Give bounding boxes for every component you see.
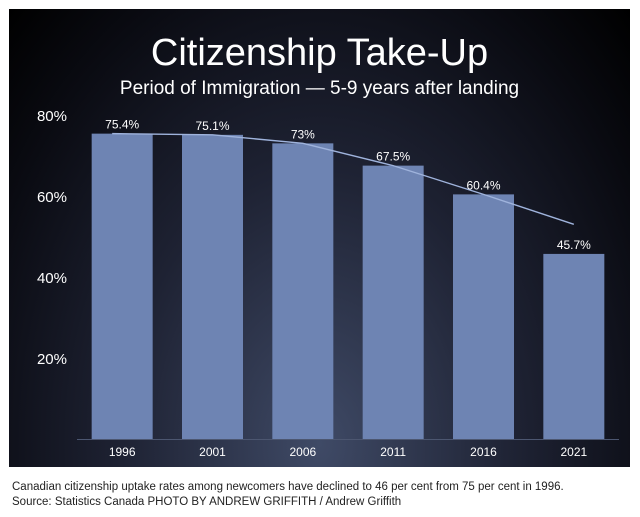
chart-title: Citizenship Take-Up [150, 32, 489, 74]
bar [362, 165, 424, 439]
bar [453, 194, 514, 439]
x-tick-label: 2001 [199, 445, 226, 459]
data-label: 75.1% [195, 119, 229, 133]
x-tick-label: 2011 [380, 445, 406, 459]
caption-source: Source: Statistics Canada PHOTO BY ANDRE… [12, 496, 402, 508]
chart-subtitle: Period of Immigration — 5-9 years after … [119, 78, 520, 99]
chart-slide: Citizenship Take-Up Period of Immigratio… [9, 9, 630, 467]
bar [91, 133, 153, 439]
x-tick-label: 1996 [109, 445, 136, 459]
bar [272, 143, 334, 439]
data-label: 45.7% [557, 238, 591, 252]
y-tick-label: 20% [37, 351, 67, 368]
data-label: 67.5% [376, 150, 410, 164]
trend-line [112, 132, 575, 226]
bar [543, 253, 605, 439]
bar-chart: 20% 40% 60% 80% 75.4% 75.1% 73% 67.5% 60.4% 45.7%… [37, 108, 619, 459]
data-label: 73% [291, 127, 315, 141]
x-tick-label: 2016 [470, 445, 497, 459]
caption-text: Canadian citizenship uptake rates among … [12, 481, 564, 493]
data-label: 75.4% [105, 118, 139, 132]
bar [182, 134, 243, 439]
data-label: 60.4% [466, 178, 500, 192]
y-tick-label: 80% [37, 108, 67, 125]
y-tick-label: 40% [37, 270, 67, 287]
photo-caption: Canadian citizenship uptake rates among … [12, 480, 632, 510]
x-tick-label: 2006 [289, 445, 316, 459]
y-tick-label: 60% [37, 189, 67, 206]
x-tick-label: 2021 [560, 445, 587, 459]
